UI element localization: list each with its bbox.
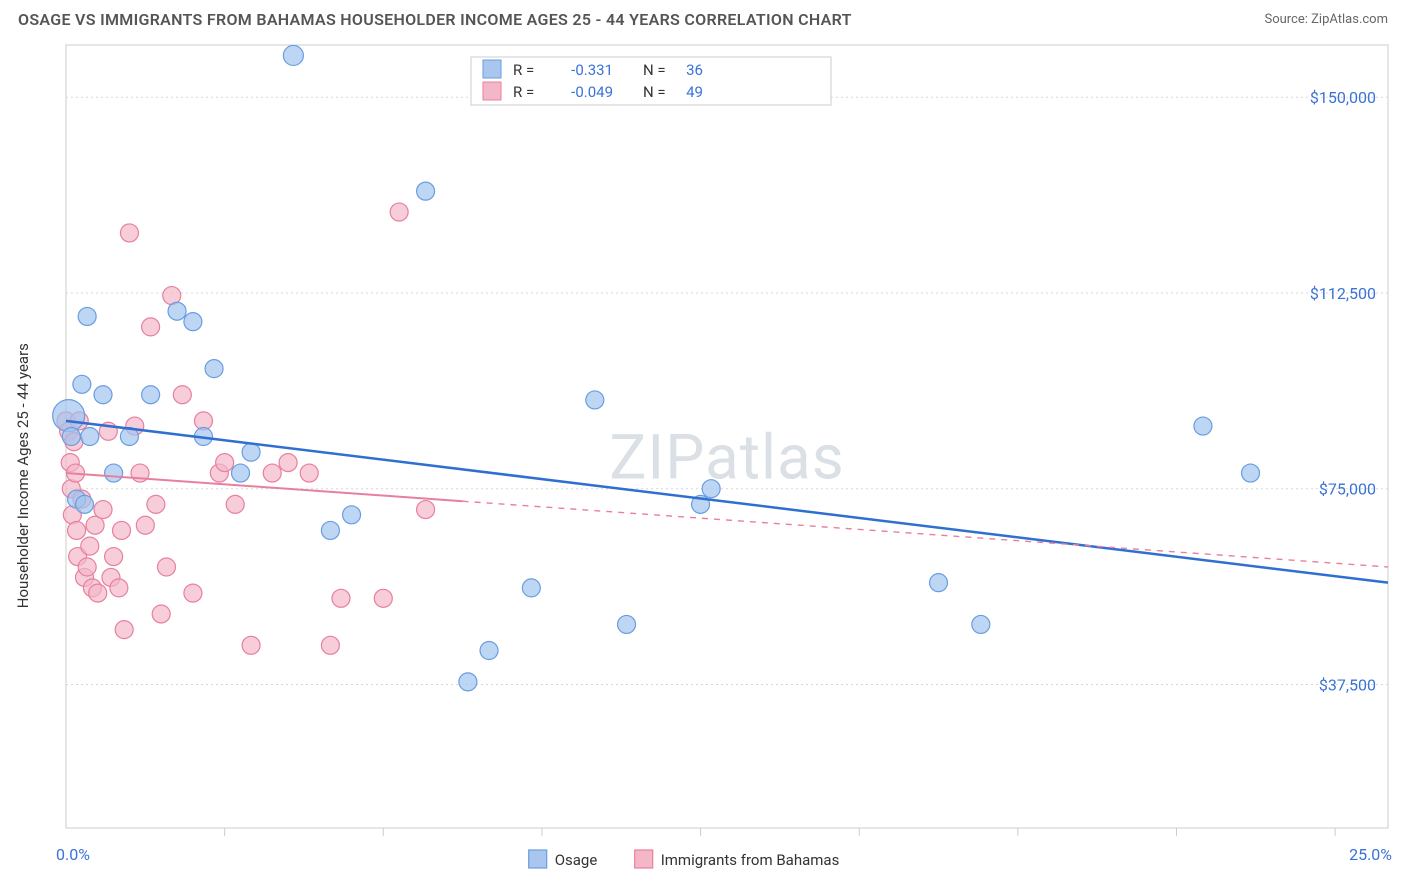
- data-point: [702, 480, 720, 498]
- data-point: [89, 584, 107, 602]
- data-point: [110, 579, 128, 597]
- data-point: [300, 464, 318, 482]
- data-point: [136, 516, 154, 534]
- data-point: [184, 313, 202, 331]
- data-point: [76, 495, 94, 513]
- legend-r-value: -0.331: [571, 61, 613, 79]
- x-tick-label: 25.0%: [1349, 845, 1392, 864]
- data-point: [68, 521, 86, 539]
- y-tick-label: $75,000: [1319, 480, 1376, 499]
- y-axis-label: Householder Income Ages 25 - 44 years: [14, 343, 32, 608]
- data-point: [332, 589, 350, 607]
- y-tick-label: $150,000: [1310, 88, 1376, 107]
- legend-swatch: [635, 850, 653, 868]
- data-point: [78, 307, 96, 325]
- data-point: [173, 386, 191, 404]
- watermark: ZIPatlas: [609, 421, 845, 494]
- data-point: [113, 521, 131, 539]
- data-point: [263, 464, 281, 482]
- data-point: [105, 464, 123, 482]
- legend-r-value: -0.049: [571, 83, 613, 101]
- data-point: [283, 45, 303, 65]
- y-tick-label: $37,500: [1319, 675, 1376, 694]
- data-point: [930, 574, 948, 592]
- data-point: [279, 454, 297, 472]
- data-point: [73, 375, 91, 393]
- data-point: [78, 558, 96, 576]
- data-point: [321, 636, 339, 654]
- data-point: [374, 589, 392, 607]
- data-point: [168, 302, 186, 320]
- legend-swatch: [529, 850, 547, 868]
- data-point: [152, 605, 170, 623]
- data-point: [459, 673, 477, 691]
- data-point: [522, 579, 540, 597]
- data-point: [105, 548, 123, 566]
- data-point: [62, 428, 80, 446]
- data-point: [226, 495, 244, 513]
- data-point: [184, 584, 202, 602]
- data-point: [417, 501, 435, 519]
- legend-series-label: Immigrants from Bahamas: [661, 851, 840, 869]
- data-point: [81, 428, 99, 446]
- data-point: [94, 386, 112, 404]
- data-point: [94, 501, 112, 519]
- data-point: [586, 391, 604, 409]
- chart-area: $37,500 $75,000 $112,500 $150,000 ZIPatlas 0.…: [0, 35, 1406, 885]
- data-point: [53, 400, 85, 432]
- data-point: [142, 386, 160, 404]
- data-point: [242, 443, 260, 461]
- y-tick-label: $112,500: [1310, 284, 1376, 303]
- legend-n-value: 49: [686, 83, 703, 101]
- legend-n-label: N =: [643, 61, 666, 79]
- data-point: [232, 464, 250, 482]
- data-point: [343, 506, 361, 524]
- data-point: [480, 642, 498, 660]
- legend-r-label: R =: [513, 61, 534, 79]
- data-point: [618, 615, 636, 633]
- data-point: [390, 203, 408, 221]
- chart-title: OSAGE VS IMMIGRANTS FROM BAHAMAS HOUSEHO…: [18, 10, 852, 29]
- source-site: ZipAtlas.com: [1311, 12, 1388, 27]
- source-attribution: Source: ZipAtlas.com: [1264, 12, 1388, 27]
- data-point: [1242, 464, 1260, 482]
- legend-series-label: Osage: [555, 851, 598, 869]
- legend-swatch: [483, 60, 501, 78]
- legend-n-label: N =: [643, 83, 666, 101]
- data-point: [81, 537, 99, 555]
- data-point: [242, 636, 260, 654]
- data-point: [205, 360, 223, 378]
- data-point: [147, 495, 165, 513]
- source-label: Source:: [1264, 12, 1311, 27]
- data-point: [115, 621, 133, 639]
- data-point: [120, 224, 138, 242]
- data-point: [972, 615, 990, 633]
- data-point: [216, 454, 234, 472]
- data-point: [417, 182, 435, 200]
- data-point: [157, 558, 175, 576]
- legend-n-value: 36: [686, 61, 703, 79]
- data-point: [142, 318, 160, 336]
- data-point: [1194, 417, 1212, 435]
- x-tick-label: 0.0%: [56, 845, 90, 864]
- legend-swatch: [483, 82, 501, 100]
- legend-r-label: R =: [513, 83, 534, 101]
- data-point: [321, 521, 339, 539]
- scatter-chart: $37,500 $75,000 $112,500 $150,000 ZIPatlas 0.…: [0, 35, 1406, 885]
- title-bar: OSAGE VS IMMIGRANTS FROM BAHAMAS HOUSEHO…: [0, 0, 1406, 35]
